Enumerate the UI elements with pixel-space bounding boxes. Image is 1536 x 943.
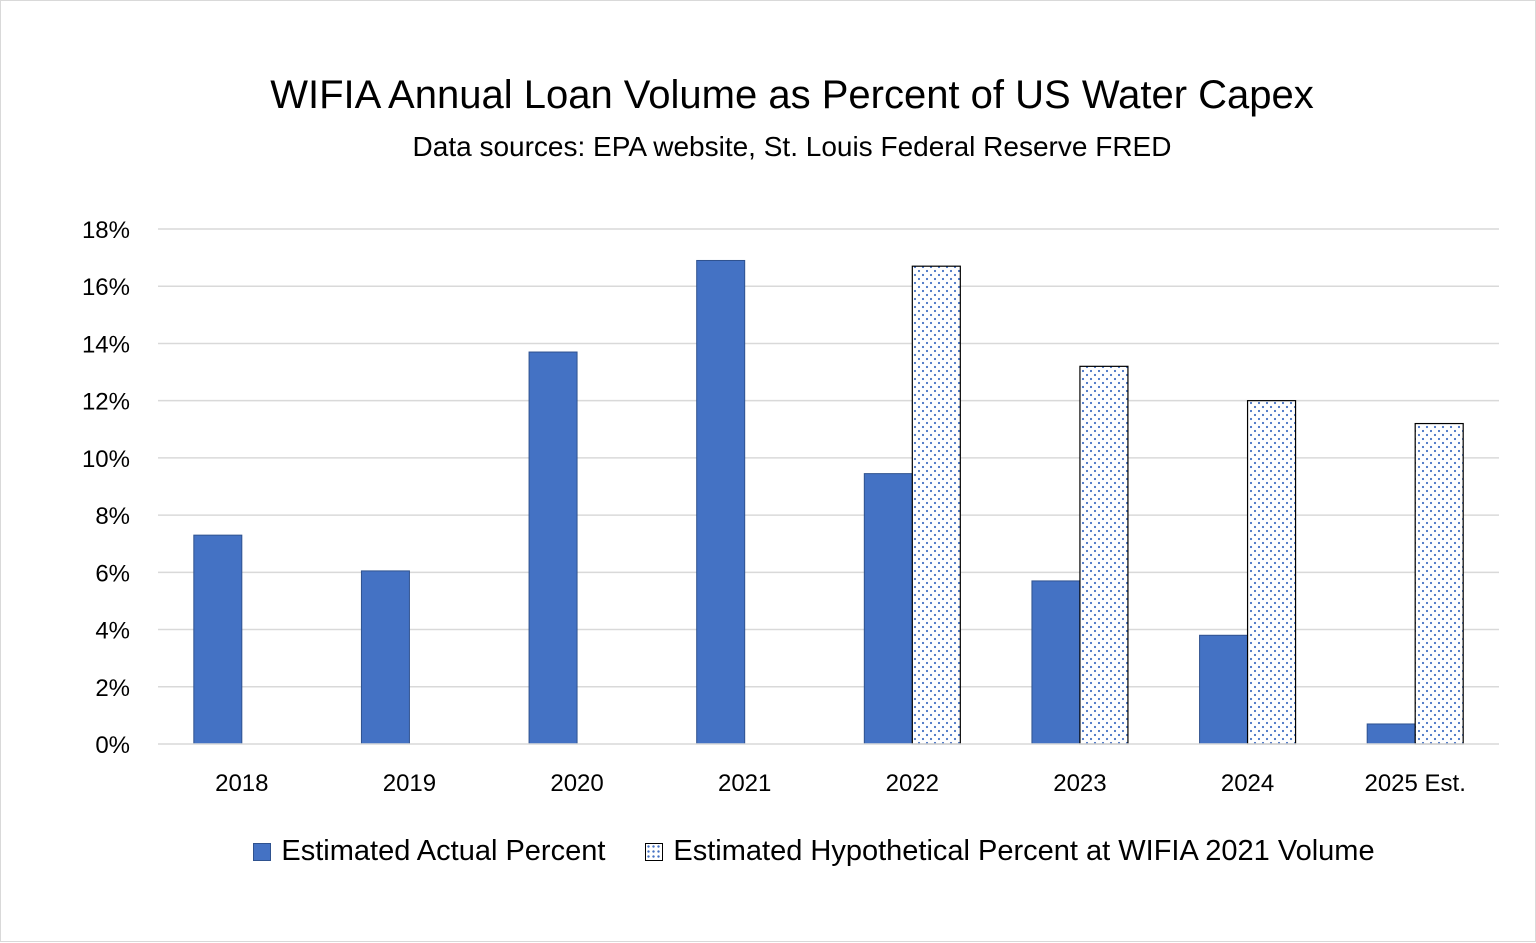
y-tick-label: 10%: [82, 446, 130, 473]
y-tick-label: 8%: [95, 503, 130, 530]
x-tick-label: 2024: [1221, 770, 1274, 797]
legend-swatch-dotted: [645, 842, 664, 861]
x-tick-label: 2022: [886, 770, 939, 797]
y-tick-label: 12%: [82, 389, 130, 416]
legend-swatch-solid: [253, 842, 272, 861]
bars: [193, 259, 1464, 745]
x-tick-label: 2021: [718, 770, 771, 797]
legend-item-hypothetical: Estimated Hypothetical Percent at WIFIA …: [645, 835, 1375, 868]
y-tick-label: 18%: [82, 217, 130, 244]
bar-hypothetical: [911, 265, 961, 745]
bar-actual: [1366, 723, 1416, 745]
chart-subtitle: Data sources: EPA website, St. Louis Fed…: [412, 131, 1172, 162]
y-tick-label: 0%: [95, 732, 130, 759]
y-tick-label: 2%: [95, 675, 130, 702]
bar-actual: [696, 259, 746, 745]
bar-actual: [863, 473, 913, 745]
x-axis-ticks: 2018 2019 2020 2021 2022 2023 2024 2025 Est.: [215, 770, 1466, 797]
legend-label-hypothetical: Estimated Hypothetical Percent at WIFIA …: [673, 835, 1375, 867]
x-tick-label: 2023: [1053, 770, 1106, 797]
y-tick-label: 16%: [82, 274, 130, 301]
gridlines: [158, 228, 1499, 688]
bar-actual: [193, 534, 243, 745]
y-tick-label: 4%: [95, 618, 130, 645]
y-tick-label: 14%: [82, 331, 130, 358]
legend: Estimated Actual Percent Estimated Hypot…: [1, 835, 1536, 868]
bar-actual: [528, 351, 578, 745]
x-tick-label: 2020: [550, 770, 603, 797]
bar-hypothetical: [1414, 422, 1464, 745]
legend-item-actual: Estimated Actual Percent: [253, 835, 605, 868]
bar-actual: [360, 570, 410, 745]
bar-actual: [1031, 580, 1081, 745]
x-tick-label: 2025 Est.: [1364, 770, 1465, 797]
x-tick-label: 2019: [383, 770, 436, 797]
legend-label-actual: Estimated Actual Percent: [281, 835, 606, 867]
bar-hypothetical: [1246, 400, 1297, 745]
chart-title: WIFIA Annual Loan Volume as Percent of U…: [270, 73, 1314, 117]
bar-hypothetical: [1079, 365, 1129, 745]
y-axis-ticks: 0% 2% 4% 6% 8% 10% 12% 14% 16% 18%: [82, 217, 130, 759]
y-tick-label: 6%: [95, 560, 130, 587]
x-tick-label: 2018: [215, 770, 268, 797]
bar-actual: [1199, 634, 1249, 745]
